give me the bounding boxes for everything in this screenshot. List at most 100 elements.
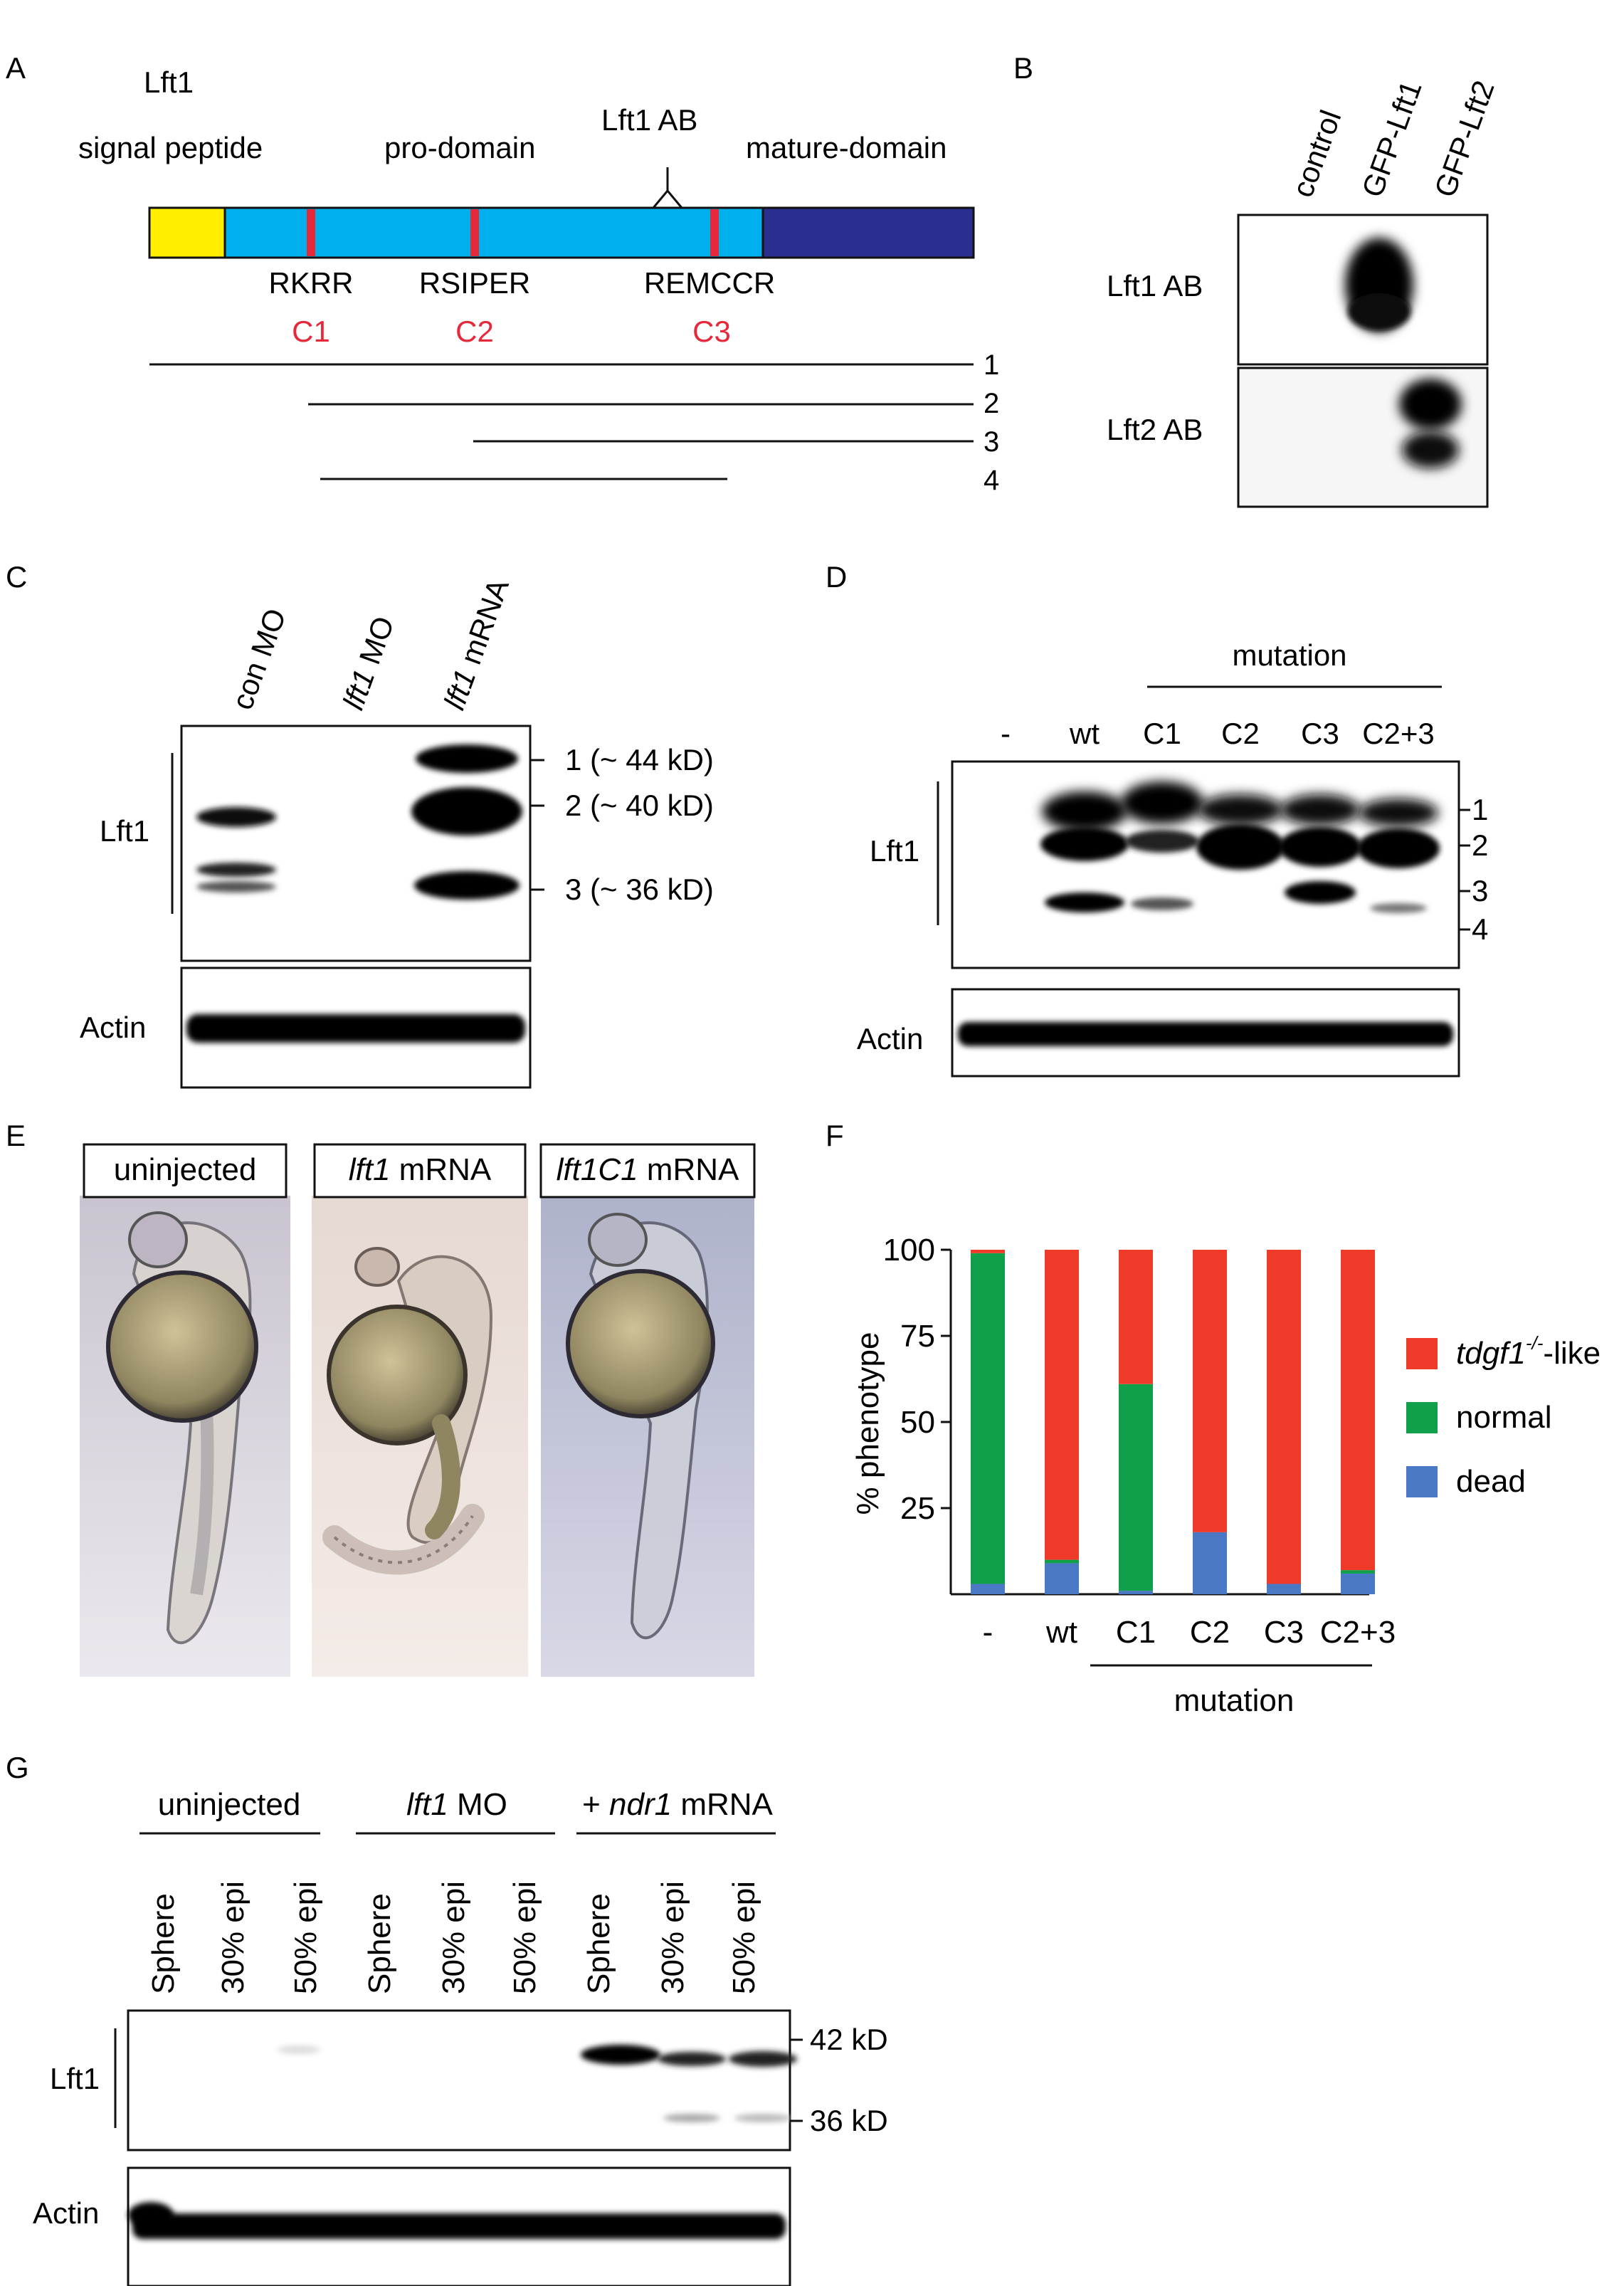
stage-label: 30% epi (436, 1881, 471, 1994)
band (1125, 830, 1199, 853)
site-name: C2 (455, 315, 494, 348)
lane-label: GFP-Lft2 (1428, 76, 1500, 201)
panel-e-letter: E (6, 1119, 26, 1152)
lane-label: wt (1069, 717, 1100, 750)
loading-label: Actin (33, 2196, 99, 2230)
y-ticks: 25 50 75 100 (883, 1233, 951, 1526)
band (729, 2051, 797, 2067)
fragment-number: 3 (984, 426, 999, 458)
stage-labels: Sphere 30% epi 50% epi Sphere 30% epi 50% epi… (146, 1881, 761, 1994)
site-sequence: RKRR (268, 266, 353, 300)
y-tick-label: 100 (883, 1233, 935, 1268)
pro-domain (223, 206, 764, 259)
row-label: Lft2 AB (1107, 413, 1203, 446)
band (196, 807, 276, 827)
group-label: lft1 MO (406, 1787, 507, 1822)
loading-label: Actin (857, 1022, 923, 1055)
bar-segment (1045, 1563, 1079, 1594)
band (1357, 828, 1440, 868)
row-label: Lft1 (100, 814, 149, 848)
lane-label: control (1285, 106, 1347, 202)
embryo (106, 1211, 258, 1645)
panel-g-letter: G (6, 1751, 29, 1784)
panel-a: A Lft1 signal peptide pro-domain Lft1 AB… (6, 51, 999, 496)
lane-label: C2+3 (1362, 717, 1435, 750)
panel-a-letter: A (6, 51, 26, 85)
band-label: 1 (1472, 793, 1488, 826)
band (658, 2052, 726, 2066)
panel-b-letter: B (1013, 51, 1033, 85)
bar-segment (1045, 1559, 1079, 1564)
mutation-label: mutation (1232, 638, 1346, 672)
bar-segment (1119, 1250, 1153, 1384)
bar-segment (1119, 1591, 1153, 1594)
site-name: C1 (292, 315, 330, 348)
cleavage-site-c3 (710, 209, 719, 256)
band (1040, 827, 1129, 861)
bar-segment (971, 1250, 1005, 1253)
x-tick-label: C2 (1190, 1615, 1230, 1650)
panel-e: E uninjected lft1 mRNA (6, 1119, 756, 1677)
signal-peptide-label: signal peptide (78, 131, 263, 164)
lane-label: con MO (225, 604, 292, 714)
stage-label: 50% epi (727, 1881, 761, 1994)
image-label: lft1 mRNA (349, 1152, 492, 1187)
stage-label: 50% epi (288, 1881, 323, 1994)
legend-label: tdgf1-/--like (1456, 1332, 1601, 1371)
band (1045, 892, 1124, 912)
stage-label: 30% epi (655, 1881, 690, 1994)
stage-label: Sphere (362, 1893, 397, 1994)
x-tick-label: wt (1045, 1615, 1077, 1650)
band (1399, 379, 1462, 430)
bar-segment (1193, 1532, 1227, 1594)
band (1279, 827, 1361, 867)
bar-segment (1267, 1250, 1301, 1584)
stage-label: 50% epi (507, 1881, 542, 1994)
row-label: Lft1 (50, 2062, 100, 2095)
image-label: uninjected (114, 1152, 257, 1187)
actin-band (132, 2213, 786, 2239)
band (1196, 824, 1285, 870)
embryo (566, 1213, 715, 1640)
band-label: 2 (1472, 828, 1488, 862)
band (1402, 431, 1459, 468)
band (1370, 903, 1427, 913)
bar-segment (1193, 1250, 1227, 1532)
actin-band (958, 1022, 1453, 1046)
y-tick-label: 25 (900, 1491, 935, 1526)
x-tick-label: C1 (1116, 1615, 1156, 1650)
band (1042, 791, 1127, 831)
legend-label: dead (1456, 1464, 1526, 1499)
mature-domain-label: mature-domain (746, 131, 947, 164)
group-label: mutation (1174, 1683, 1295, 1718)
band (663, 2114, 720, 2122)
band-label: 4 (1472, 912, 1488, 946)
band (196, 881, 276, 892)
cleavage-site-c2 (470, 209, 479, 256)
bar-segment (1267, 1584, 1301, 1594)
band (734, 2114, 791, 2122)
panel-d: D mutation - wt C1 C2 C3 C2+3 Lft1 (826, 560, 1488, 1078)
band-label: 3 (~ 36 kD) (565, 873, 714, 906)
panel-c-letter: C (6, 560, 27, 594)
band (416, 744, 518, 773)
category-labels: - wt C1 C2 C3 C2+3 (983, 1615, 1396, 1650)
band (1121, 781, 1203, 824)
loading-label: Actin (80, 1011, 146, 1044)
band (278, 2045, 320, 2054)
band (1285, 881, 1356, 904)
band (1359, 799, 1438, 827)
bar-segment (1341, 1570, 1375, 1574)
panel-f-letter: F (826, 1119, 844, 1152)
embryo (322, 1247, 493, 1575)
stage-label: Sphere (581, 1893, 616, 1994)
y-tick-label: 50 (900, 1405, 935, 1440)
band (196, 863, 276, 877)
y-tick-label: 75 (900, 1319, 935, 1354)
bar-segment (971, 1253, 1005, 1584)
site-sequence: REMCCR (644, 266, 775, 300)
lane-label: - (1001, 717, 1011, 750)
x-tick-label: C3 (1264, 1615, 1304, 1650)
pro-domain-label: pro-domain (384, 131, 535, 164)
